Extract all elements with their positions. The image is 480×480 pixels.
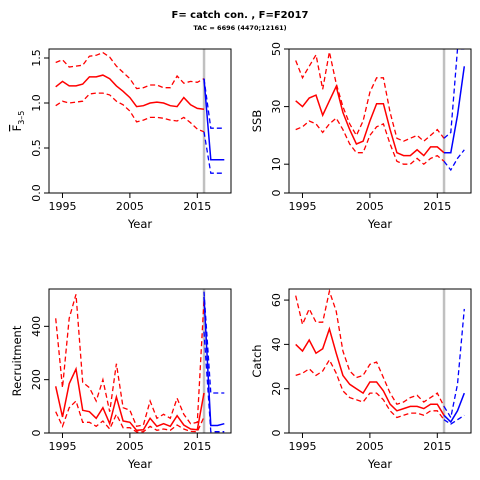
series-group [295, 289, 466, 425]
forecast-upper-line [443, 49, 465, 139]
history-upper-line [295, 51, 445, 143]
history-upper-line [295, 289, 445, 407]
x-tick-label: 2015 [183, 440, 211, 453]
forecast-estimate-line [203, 296, 225, 427]
x-tick-label: 2015 [423, 200, 451, 213]
y-tick-label: 0 [270, 190, 283, 197]
y-tick-label: 20 [270, 382, 283, 396]
ssb-panel: 1995 2005 2015 0 10 30 50 Year SSB [250, 42, 472, 231]
forecast-estimate-line [203, 78, 225, 161]
recruitment-panel: 1995 2005 2015 0 200 400 Year Recruitment [10, 288, 232, 471]
y-tick-label: 1.0 [30, 94, 43, 112]
panel-frame [288, 288, 472, 434]
figure-subtitle: TAC = 6696 (4470;12161) [193, 24, 287, 32]
panel-frame [288, 48, 472, 194]
y-tick-label: 60 [270, 293, 283, 307]
series-group [295, 49, 466, 172]
y-tick-label: 40 [270, 337, 283, 351]
y-tick-label: 200 [30, 369, 43, 390]
x-axis-label: Year [127, 457, 153, 471]
y-tick-label: 0 [30, 430, 43, 437]
y-axis-label-main: F [10, 125, 24, 132]
x-axis-label: Year [367, 217, 393, 231]
y-axis-label: SSB [250, 110, 264, 133]
x-axis-label: Year [367, 457, 393, 471]
history-lower-line [55, 92, 205, 133]
y-tick-label: 30 [270, 100, 283, 114]
forecast-lower-line [203, 131, 225, 174]
y-axis-label: F3–5 [10, 111, 26, 132]
forecast-lower-line [443, 149, 465, 172]
x-tick-label: 1995 [48, 200, 76, 213]
x-tick-label: 2005 [356, 440, 384, 453]
forecast-lower-line [203, 331, 225, 433]
forecast-upper-line [443, 308, 465, 420]
y-tick-label: 50 [270, 42, 283, 56]
y-tick-label: 0.0 [30, 184, 43, 202]
history-estimate-line [55, 74, 205, 111]
forecast-lower-line [443, 414, 465, 425]
forecast-upper-line [203, 291, 225, 394]
y-tick-label: 400 [30, 316, 43, 337]
figure-title: F= catch con. , F=F2017 [171, 10, 309, 21]
x-tick-label: 1995 [288, 440, 316, 453]
history-upper-line [55, 51, 205, 90]
panel-frame [48, 288, 232, 434]
history-lower-line [295, 358, 445, 421]
x-tick-label: 1995 [48, 440, 76, 453]
panel-frame [48, 48, 232, 194]
y-tick-label: 0 [270, 430, 283, 437]
x-tick-label: 1995 [288, 200, 316, 213]
x-tick-label: 2005 [356, 200, 384, 213]
series-group [55, 51, 225, 174]
y-axis-label: Catch [250, 344, 264, 377]
catch-panel: 1995 2005 2015 0 20 40 60 Year Catch [250, 288, 472, 471]
history-estimate-line [295, 326, 445, 416]
history-lower-line [55, 399, 205, 433]
history-lower-line [295, 117, 445, 166]
y-tick-label: 0.5 [30, 139, 43, 157]
x-tick-label: 2015 [183, 200, 211, 213]
x-tick-label: 2005 [116, 440, 144, 453]
history-estimate-line [295, 84, 445, 157]
y-axis-label-subscript: 3–5 [17, 111, 26, 125]
x-tick-label: 2015 [423, 440, 451, 453]
y-tick-label: 1.5 [30, 49, 43, 67]
history-estimate-line [54, 366, 205, 432]
x-tick-label: 2005 [116, 200, 144, 213]
forecast-upper-line [203, 78, 225, 129]
forecast-estimate-line [443, 392, 466, 424]
series-group [54, 291, 225, 433]
y-axis-label: Recruitment [10, 325, 24, 396]
forecast-estimate-line [444, 66, 466, 154]
x-axis-label: Year [127, 217, 153, 231]
y-tick-label: 10 [270, 157, 283, 171]
f-panel: 1995 2005 2015 0.0 0.5 1.0 1.5 Year F3–5 [10, 48, 232, 231]
